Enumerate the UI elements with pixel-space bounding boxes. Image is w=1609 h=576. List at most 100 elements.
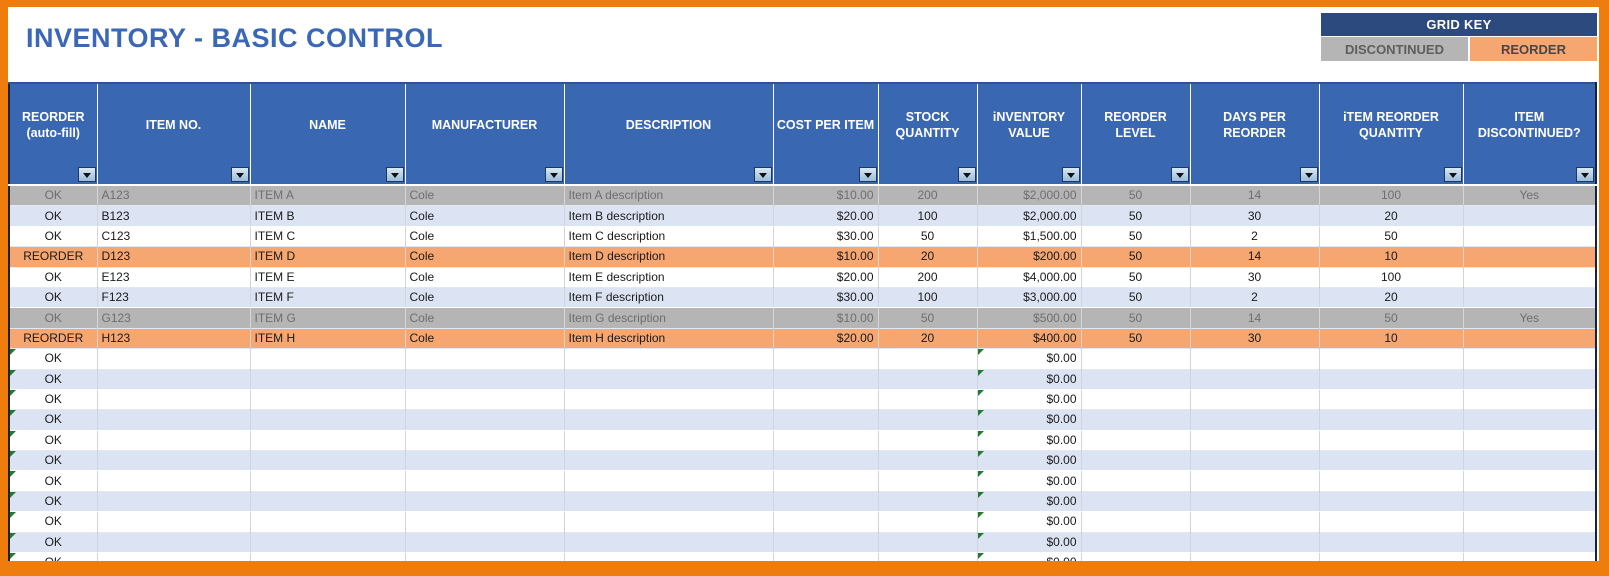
cell-cost_per_item[interactable]: $10.00	[773, 246, 879, 268]
cell-item_no[interactable]	[97, 532, 251, 554]
cell-item_discontinued[interactable]	[1463, 205, 1596, 227]
cell-item_no[interactable]	[97, 470, 251, 492]
cell-reorder_level[interactable]	[1081, 552, 1191, 561]
cell-inventory_value[interactable]: $0.00	[977, 511, 1082, 533]
cell-cost_per_item[interactable]: $20.00	[773, 205, 879, 227]
cell-item_reorder_quantity[interactable]: 100	[1319, 185, 1464, 207]
cell-status[interactable]: OK	[9, 491, 98, 513]
cell-stock_quantity[interactable]: 20	[878, 328, 978, 350]
cell-status[interactable]: OK	[9, 470, 98, 492]
cell-item_discontinued[interactable]	[1463, 552, 1596, 561]
cell-stock_quantity[interactable]: 100	[878, 287, 978, 309]
cell-reorder_level[interactable]	[1081, 450, 1191, 472]
column-header-manufacturer[interactable]: MANUFACTURER	[405, 83, 565, 186]
column-header-item_reorder_quantity[interactable]: iTEM REORDER QUANTITY	[1319, 83, 1464, 186]
cell-manufacturer[interactable]	[405, 409, 565, 431]
cell-description[interactable]	[564, 470, 774, 492]
cell-item_discontinued[interactable]	[1463, 450, 1596, 472]
cell-days_per_reorder[interactable]	[1190, 470, 1320, 492]
column-header-description[interactable]: DESCRIPTION	[564, 83, 774, 186]
cell-description[interactable]	[564, 511, 774, 533]
cell-name[interactable]: ITEM C	[250, 226, 406, 248]
cell-name[interactable]	[250, 430, 406, 452]
cell-reorder_level[interactable]: 50	[1081, 328, 1191, 350]
cell-inventory_value[interactable]: $2,000.00	[977, 205, 1082, 227]
cell-status[interactable]: OK	[9, 226, 98, 248]
cell-stock_quantity[interactable]: 100	[878, 205, 978, 227]
cell-name[interactable]	[250, 389, 406, 411]
cell-status[interactable]: OK	[9, 287, 98, 309]
column-header-stock_quantity[interactable]: STOCK QUANTITY	[878, 83, 978, 186]
cell-name[interactable]	[250, 532, 406, 554]
cell-reorder_level[interactable]	[1081, 430, 1191, 452]
cell-status[interactable]: OK	[9, 511, 98, 533]
cell-item_reorder_quantity[interactable]	[1319, 532, 1464, 554]
cell-reorder_level[interactable]: 50	[1081, 226, 1191, 248]
cell-status[interactable]: OK	[9, 532, 98, 554]
cell-reorder_level[interactable]: 50	[1081, 205, 1191, 227]
cell-days_per_reorder[interactable]	[1190, 430, 1320, 452]
cell-inventory_value[interactable]: $500.00	[977, 307, 1082, 329]
cell-stock_quantity[interactable]	[878, 552, 978, 561]
cell-inventory_value[interactable]: $2,000.00	[977, 185, 1082, 207]
column-header-inventory_value[interactable]: iNVENTORY VALUE	[977, 83, 1082, 186]
cell-inventory_value[interactable]: $4,000.00	[977, 267, 1082, 288]
cell-stock_quantity[interactable]: 50	[878, 226, 978, 248]
cell-description[interactable]	[564, 430, 774, 452]
cell-manufacturer[interactable]	[405, 532, 565, 554]
column-header-name[interactable]: NAME	[250, 83, 406, 186]
cell-manufacturer[interactable]	[405, 389, 565, 411]
cell-inventory_value[interactable]: $400.00	[977, 328, 1082, 350]
cell-stock_quantity[interactable]	[878, 450, 978, 472]
cell-item_reorder_quantity[interactable]: 50	[1319, 226, 1464, 248]
cell-manufacturer[interactable]: Cole	[405, 267, 565, 288]
cell-description[interactable]	[564, 369, 774, 390]
cell-item_discontinued[interactable]	[1463, 511, 1596, 533]
cell-item_discontinued[interactable]	[1463, 287, 1596, 309]
cell-days_per_reorder[interactable]: 2	[1190, 287, 1320, 309]
cell-item_no[interactable]	[97, 450, 251, 472]
cell-item_discontinued[interactable]	[1463, 267, 1596, 288]
cell-days_per_reorder[interactable]: 14	[1190, 185, 1320, 207]
cell-cost_per_item[interactable]: $20.00	[773, 267, 879, 288]
cell-reorder_level[interactable]	[1081, 470, 1191, 492]
cell-days_per_reorder[interactable]: 30	[1190, 205, 1320, 227]
cell-item_no[interactable]: D123	[97, 246, 251, 268]
cell-description[interactable]: Item B description	[564, 205, 774, 227]
cell-item_discontinued[interactable]	[1463, 246, 1597, 268]
cell-name[interactable]	[250, 552, 406, 561]
cell-status[interactable]: OK	[9, 267, 98, 288]
cell-manufacturer[interactable]	[405, 552, 565, 561]
cell-reorder_level[interactable]	[1081, 389, 1191, 411]
filter-button-status[interactable]	[77, 167, 96, 182]
cell-inventory_value[interactable]: $0.00	[977, 409, 1082, 431]
column-header-reorder_level[interactable]: REORDER LEVEL	[1081, 83, 1191, 186]
cell-stock_quantity[interactable]	[878, 389, 978, 411]
cell-item_no[interactable]	[97, 348, 251, 370]
cell-item_discontinued[interactable]	[1463, 328, 1597, 350]
cell-inventory_value[interactable]: $0.00	[977, 450, 1082, 472]
cell-stock_quantity[interactable]	[878, 430, 978, 452]
cell-item_reorder_quantity[interactable]: 10	[1319, 328, 1464, 350]
cell-days_per_reorder[interactable]	[1190, 491, 1320, 513]
cell-description[interactable]: Item D description	[564, 246, 774, 268]
cell-stock_quantity[interactable]	[878, 511, 978, 533]
cell-manufacturer[interactable]	[405, 491, 565, 513]
filter-button-item_no[interactable]	[230, 167, 249, 182]
cell-reorder_level[interactable]	[1081, 369, 1191, 390]
cell-item_no[interactable]: F123	[97, 287, 251, 309]
filter-button-name[interactable]	[385, 167, 404, 182]
cell-cost_per_item[interactable]: $10.00	[773, 185, 879, 207]
cell-status[interactable]: OK	[9, 185, 98, 207]
cell-item_reorder_quantity[interactable]	[1319, 369, 1464, 390]
cell-manufacturer[interactable]	[405, 470, 565, 492]
cell-item_no[interactable]: E123	[97, 267, 251, 288]
cell-item_reorder_quantity[interactable]	[1319, 470, 1464, 492]
cell-cost_per_item[interactable]: $30.00	[773, 226, 879, 248]
cell-description[interactable]	[564, 450, 774, 472]
filter-button-manufacturer[interactable]	[544, 167, 563, 182]
cell-item_discontinued[interactable]	[1463, 470, 1596, 492]
cell-item_reorder_quantity[interactable]: 20	[1319, 287, 1464, 309]
cell-inventory_value[interactable]: $1,500.00	[977, 226, 1082, 248]
cell-cost_per_item[interactable]	[773, 389, 879, 411]
